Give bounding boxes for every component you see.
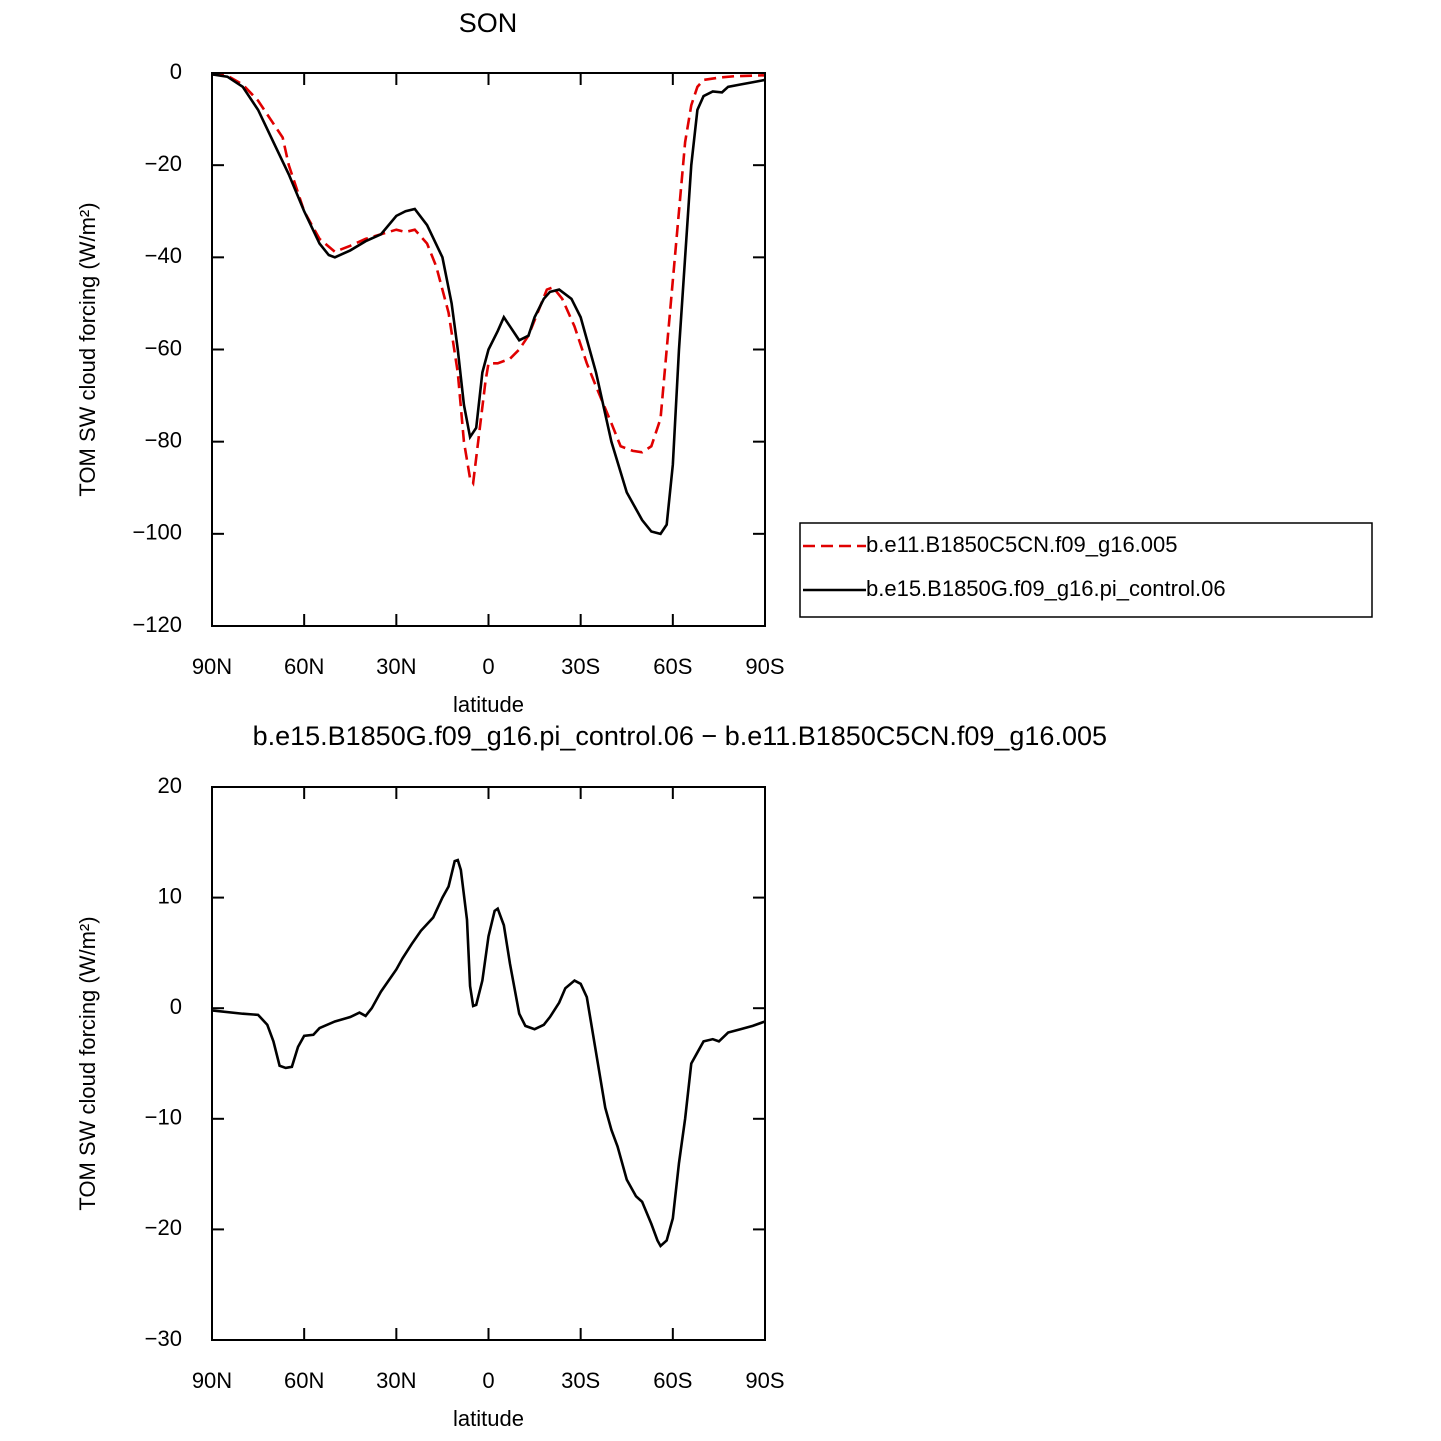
x-axis-label: latitude [453,1406,524,1431]
x-tick-label: 90S [745,1368,784,1393]
y-tick-label: 20 [158,773,182,798]
y-tick-label: −20 [145,151,182,176]
y-axis-label: TOM SW cloud forcing (W/m²) [75,916,100,1210]
y-tick-label: 10 [158,883,182,908]
chart-title: b.e15.B1850G.f09_g16.pi_control.06 − b.e… [253,721,1107,751]
y-axis-label: TOM SW cloud forcing (W/m²) [75,202,100,496]
x-tick-label: 30N [376,654,416,679]
y-tick-label: −60 [145,335,182,360]
y-tick-label: −10 [145,1105,182,1130]
data-line [211,858,766,1249]
y-tick-label: −120 [132,612,182,637]
y-tick-label: −100 [132,520,182,545]
plot-frame [211,786,766,1341]
chart-title: SON [459,8,518,38]
y-tick-label: −40 [145,243,182,268]
x-tick-label: 90N [192,654,232,679]
y-tick-label: 0 [170,994,182,1019]
x-tick-label: 0 [482,654,494,679]
x-tick-label: 30N [376,1368,416,1393]
plot-frame [211,72,766,627]
y-tick-label: −30 [145,1326,182,1351]
x-tick-label: 60S [653,654,692,679]
x-tick-label: 60S [653,1368,692,1393]
legend-box [799,522,1373,618]
x-tick-label: 60N [284,1368,324,1393]
y-tick-label: −20 [145,1215,182,1240]
x-tick-label: 90S [745,654,784,679]
x-tick-label: 30S [561,1368,600,1393]
x-tick-label: 90N [192,1368,232,1393]
y-tick-label: 0 [170,59,182,84]
data-line [211,73,766,487]
x-tick-label: 0 [482,1368,494,1393]
data-line [211,73,766,536]
y-tick-label: −80 [145,427,182,452]
x-axis-label: latitude [453,692,524,717]
x-tick-label: 60N [284,654,324,679]
x-tick-label: 30S [561,654,600,679]
legend-label: b.e11.B1850C5CN.f09_g16.005 [866,532,1178,557]
legend-label: b.e15.B1850G.f09_g16.pi_control.06 [866,576,1226,601]
